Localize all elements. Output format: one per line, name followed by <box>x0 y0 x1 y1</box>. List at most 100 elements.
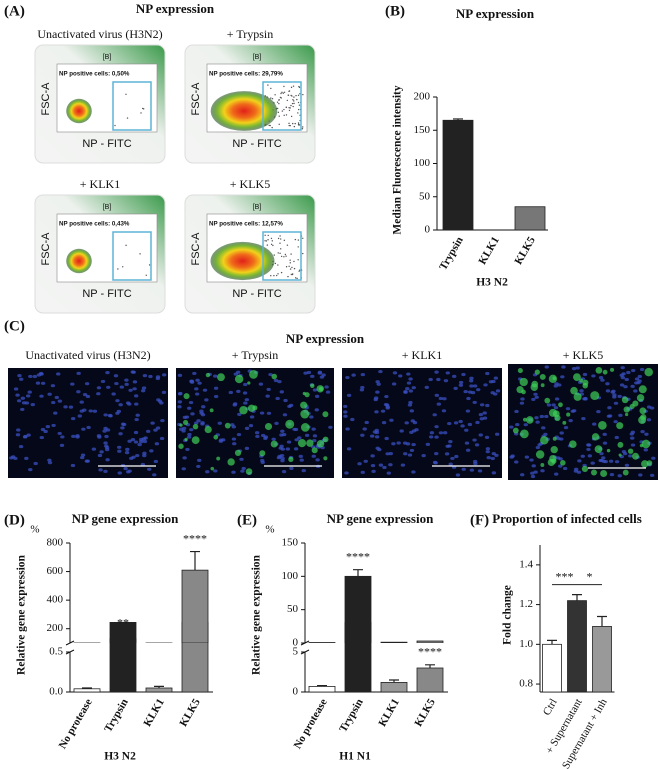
y-tick-label: 5 <box>293 646 299 658</box>
nucleus <box>114 381 119 386</box>
nucleus <box>374 435 380 439</box>
event <box>280 255 283 258</box>
image-label: + KLK1 <box>402 348 442 362</box>
nucleus <box>57 399 63 403</box>
event <box>293 267 296 270</box>
positive-cells: NP positive cells: 12,57% <box>209 221 283 228</box>
nucleus <box>613 401 619 405</box>
error-bar <box>82 687 92 689</box>
nucleus <box>384 394 389 399</box>
nucleus <box>128 388 133 392</box>
gate-name: [B] <box>103 204 112 211</box>
bar <box>380 641 408 643</box>
nucleus <box>190 412 195 416</box>
nucleus <box>558 464 563 468</box>
nucleus <box>294 438 299 442</box>
x-tick-label: KLK1 <box>376 697 401 729</box>
nucleus <box>124 378 129 382</box>
event <box>271 240 273 242</box>
nucleus <box>194 392 200 396</box>
nucleus <box>195 378 200 382</box>
nucleus <box>450 456 455 461</box>
nucleus <box>75 434 80 438</box>
positive-cells: NP positive cells: 29,79% <box>209 71 283 78</box>
gate-name: [B] <box>103 54 112 61</box>
nucleus <box>590 461 595 465</box>
infected-cell <box>544 397 551 404</box>
event <box>281 91 283 94</box>
nucleus <box>279 433 284 437</box>
infected-cell <box>183 419 189 425</box>
nucleus <box>443 379 449 383</box>
infected-cell <box>579 378 584 383</box>
nucleus <box>396 441 401 445</box>
nucleus <box>20 407 25 412</box>
nucleus <box>591 374 596 378</box>
plot-label: Unactivated virus (H3N2) <box>37 27 162 41</box>
nucleus <box>495 389 501 393</box>
nucleus <box>448 440 453 444</box>
infected-cell <box>300 401 308 409</box>
nucleus <box>155 376 161 381</box>
nucleus <box>470 391 476 395</box>
nucleus <box>152 473 157 477</box>
nucleus <box>76 390 81 394</box>
nucleus <box>117 449 122 453</box>
nucleus <box>614 460 620 464</box>
nucleus <box>519 401 525 405</box>
infected-cell <box>526 416 534 424</box>
nucleus <box>312 388 318 392</box>
infected-cell <box>581 465 589 473</box>
nucleus <box>469 379 474 383</box>
nucleus <box>150 421 155 425</box>
nucleus <box>637 374 643 379</box>
nucleus <box>442 397 447 401</box>
nucleus <box>563 426 569 430</box>
nucleus <box>360 433 365 437</box>
y-tick-label: 0.8 <box>519 678 533 690</box>
events <box>66 244 151 276</box>
event <box>286 244 289 246</box>
infected-cell <box>625 412 629 417</box>
nucleus <box>444 452 450 456</box>
bar <box>380 682 408 692</box>
y-tick-label: 0 <box>293 637 299 649</box>
nucleus <box>612 393 617 397</box>
nucleus <box>447 421 452 426</box>
nucleus <box>311 454 316 458</box>
image-label: + Trypsin <box>232 348 278 362</box>
infected-cell <box>300 423 310 432</box>
nucleus <box>43 429 48 434</box>
plot-label: + KLK5 <box>230 177 270 191</box>
nucleus <box>464 441 470 445</box>
nucleus <box>100 379 106 384</box>
events <box>210 84 304 131</box>
nucleus <box>124 382 129 386</box>
nucleus <box>544 365 549 369</box>
nucleus <box>399 429 404 433</box>
significance: * <box>587 569 593 583</box>
nucleus <box>472 400 477 405</box>
nucleus <box>346 447 352 451</box>
y-tick-label: 150 <box>282 537 299 549</box>
nucleus <box>96 434 102 438</box>
event <box>270 237 273 240</box>
event <box>274 94 276 96</box>
nucleus <box>240 469 245 473</box>
nucleus <box>15 433 21 437</box>
nucleus <box>22 435 28 439</box>
nucleus <box>146 429 151 433</box>
gate <box>262 231 302 281</box>
y-tick-label: 100 <box>282 570 299 582</box>
nucleus <box>82 392 88 397</box>
nucleus <box>196 419 201 423</box>
event <box>287 94 290 96</box>
infected-cell <box>590 469 598 476</box>
nucleus <box>249 415 255 419</box>
axis-break <box>300 649 310 655</box>
nucleus <box>568 419 573 423</box>
nucleus <box>493 392 498 396</box>
nucleus <box>141 437 147 441</box>
infected-cell <box>594 445 603 454</box>
nucleus <box>187 406 192 410</box>
